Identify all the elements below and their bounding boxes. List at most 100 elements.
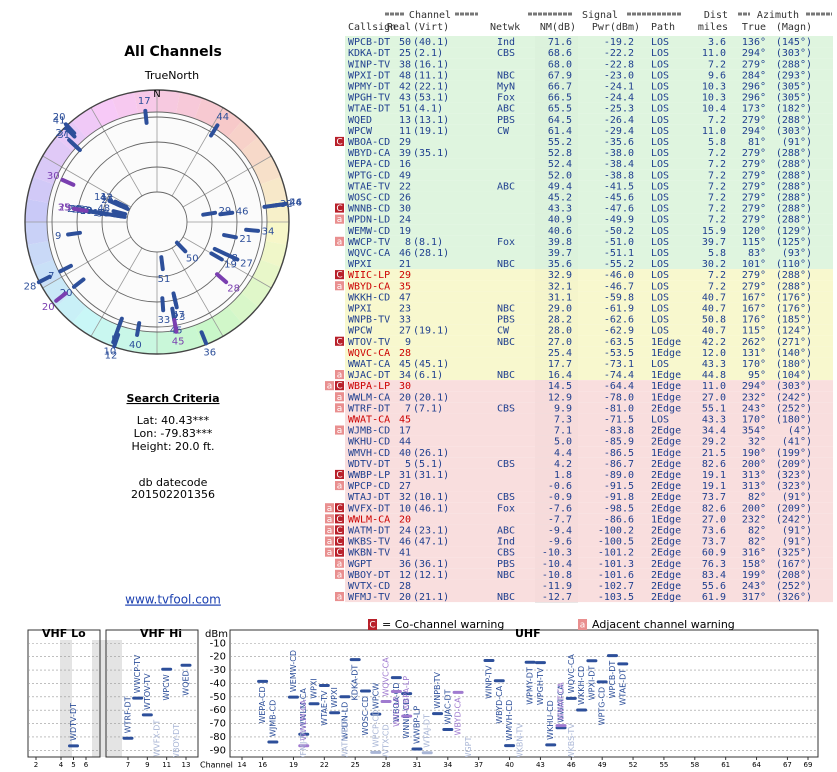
cell-virt: (35.1) bbox=[413, 148, 449, 159]
polar-label: 27 bbox=[240, 259, 253, 270]
cell-dist: 55.1 bbox=[702, 403, 726, 414]
cell-nm: 4.4 bbox=[554, 448, 572, 459]
cell-path: 2Edge bbox=[651, 537, 681, 548]
cell-true: 200° bbox=[742, 503, 766, 514]
cell-nm: -10.3 bbox=[542, 548, 572, 559]
signal-label: WPGH-TV bbox=[536, 667, 545, 705]
cell-net: CBS bbox=[497, 403, 515, 414]
cell-pwr: -24.4 bbox=[604, 93, 634, 104]
cell-true: 82° bbox=[748, 537, 766, 548]
signal-label: WPCW bbox=[162, 674, 171, 700]
x-tick-label: 6 bbox=[84, 761, 89, 769]
plot-area: WPCB-DT KDKA-DT WINP-TV WPXI-DT WPMY-DT WPGH-… bbox=[68, 650, 629, 761]
cell-path: 2Edge bbox=[651, 470, 681, 481]
warning-icon-text: C bbox=[336, 382, 342, 392]
warning-icon-text: C bbox=[336, 515, 342, 525]
cell-nm: 25.4 bbox=[548, 348, 572, 359]
cell-path: 1Edge bbox=[651, 381, 681, 392]
cell-path: 1Edge bbox=[651, 392, 681, 403]
y-tick-label: -20 bbox=[210, 652, 226, 663]
cell-pwr: -81.0 bbox=[604, 403, 634, 414]
cell-net: NBC bbox=[497, 259, 515, 270]
signal-label: WPMY-DT bbox=[526, 667, 535, 705]
cell-pwr: -41.5 bbox=[604, 181, 634, 192]
cell-dist: 82.6 bbox=[702, 459, 726, 470]
column-header: Real bbox=[387, 22, 411, 33]
cell-magn: (323°) bbox=[776, 470, 812, 481]
cell-call: WKBN-TV bbox=[348, 548, 390, 559]
row-background bbox=[345, 202, 833, 214]
cell-virt: (20.1) bbox=[413, 392, 449, 403]
warning-icon-text: a bbox=[337, 559, 343, 569]
polar-label: 36 bbox=[203, 348, 216, 359]
cell-real: 27 bbox=[399, 481, 411, 492]
polar-label: 17 bbox=[138, 96, 151, 107]
cell-true: 232° bbox=[742, 514, 766, 525]
cell-nm: -11.9 bbox=[542, 581, 572, 592]
cell-magn: (185°) bbox=[776, 315, 812, 326]
polar-label: 34 bbox=[262, 227, 275, 238]
cell-nm: -12.7 bbox=[542, 592, 572, 603]
cell-real: 24 bbox=[399, 215, 411, 226]
color-sector bbox=[260, 176, 287, 203]
cell-net: CW bbox=[497, 326, 510, 337]
polar-label: 28 bbox=[227, 284, 240, 295]
cell-real: 46 bbox=[399, 537, 411, 548]
warning-icon-text: a bbox=[337, 282, 343, 292]
site-link[interactable]: www.tvfool.com bbox=[125, 593, 221, 607]
x-tick-label: 4 bbox=[59, 761, 64, 769]
cell-magn: (288°) bbox=[776, 281, 812, 292]
warning-icon bbox=[335, 403, 344, 413]
signal-label: WBOY-DT bbox=[172, 724, 181, 761]
cell-call: WMVH-CD bbox=[348, 448, 390, 459]
cell-call: WBOY-DT bbox=[348, 570, 390, 581]
row-background bbox=[345, 391, 833, 403]
cell-path: 2Edge bbox=[651, 592, 681, 603]
polar-bar bbox=[111, 328, 120, 345]
x-axis-label: Channel bbox=[200, 761, 233, 770]
cell-nm: -9.4 bbox=[548, 525, 572, 536]
cell-call: WEPA-CD bbox=[348, 159, 390, 170]
cell-dist: 7.2 bbox=[708, 281, 726, 292]
polar-bar bbox=[66, 230, 82, 237]
cell-net: Ind bbox=[497, 37, 515, 48]
warning-icon bbox=[335, 281, 344, 291]
warning-icon-text: a bbox=[327, 548, 333, 558]
criteria-title: Search Criteria bbox=[126, 392, 219, 405]
cell-magn: (176°) bbox=[776, 303, 812, 314]
cell-real: 13 bbox=[399, 115, 411, 126]
cell-true: 279° bbox=[742, 215, 766, 226]
polar-label: 35 bbox=[58, 202, 71, 213]
warning-icon-text: a bbox=[327, 382, 333, 392]
cell-real: 28 bbox=[399, 581, 411, 592]
cell-virt: (2.1) bbox=[413, 48, 443, 59]
cell-dist: 44.8 bbox=[702, 370, 726, 381]
warning-icon bbox=[325, 503, 334, 513]
cell-real: 12 bbox=[399, 570, 411, 581]
cell-magn: (91°) bbox=[782, 492, 812, 503]
cell-pwr: -29.4 bbox=[604, 126, 634, 137]
cell-real: 26 bbox=[399, 192, 411, 203]
cell-virt: (21.1) bbox=[413, 592, 449, 603]
signal-label: WQVC-CA bbox=[382, 657, 391, 697]
cell-real: 49 bbox=[399, 170, 411, 181]
cell-true: 284° bbox=[742, 70, 766, 81]
cell-call: WBYD-CA bbox=[348, 148, 390, 159]
cell-path: LOS bbox=[651, 315, 669, 326]
cell-real: 38 bbox=[399, 59, 411, 70]
cell-dist: 50.8 bbox=[702, 315, 726, 326]
vhf-gap-band bbox=[92, 640, 122, 757]
cell-nm: -10.4 bbox=[542, 559, 572, 570]
polar-bar bbox=[201, 210, 218, 217]
cell-nm: 7.1 bbox=[554, 426, 572, 437]
cell-pwr: -19.2 bbox=[604, 37, 634, 48]
row-background bbox=[345, 513, 833, 525]
warning-icon-text: C bbox=[336, 548, 342, 558]
cell-net: NBC bbox=[497, 337, 515, 348]
cell-nm: 68.0 bbox=[548, 59, 572, 70]
row-background bbox=[345, 435, 833, 447]
north-marker: N bbox=[153, 89, 160, 100]
row-background bbox=[345, 302, 833, 314]
cell-path: 1Edge bbox=[651, 514, 681, 525]
